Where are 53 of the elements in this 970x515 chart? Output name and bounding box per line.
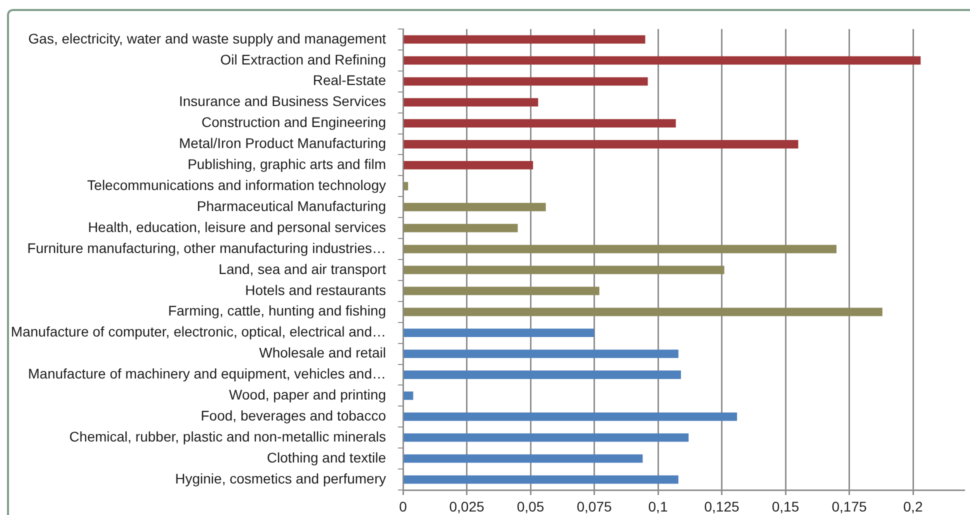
y-tick-label: Health, education, leisure and personal services [88,218,386,235]
x-tick-label: 0,15 [772,498,800,514]
bar [404,182,408,190]
y-tick-label: Manufacture of machinery and equipment, vehicles and… [28,366,386,382]
bar [404,392,414,400]
bar [404,35,646,44]
y-tick-label: Metal/Iron Product Manufacturing [179,135,386,152]
bar [404,98,538,107]
y-tick-label: Real-Estate [312,72,386,88]
bar [404,328,594,338]
x-tick-label: 0,05 [516,498,544,514]
y-tick-label: Publishing, graphic arts and film [188,156,386,172]
bar [404,56,921,65]
bar [404,161,534,170]
bar [404,475,678,484]
x-tick-label: 0,1 [648,498,668,514]
bar [404,266,724,274]
x-tick-label: 0,125 [704,498,740,514]
bar [404,140,798,148]
y-tick-label: Farming, cattle, hunting and fishing [168,302,386,319]
y-tick-label: Hotels and restaurants [245,282,386,298]
bar [404,454,643,463]
y-tick-label: Wood, paper and printing [229,386,386,403]
x-tick-label: 0 [399,498,408,514]
x-tick-label: 0,075 [576,498,612,514]
bar [404,77,648,86]
y-tick-label: Furniture manufacturing, other manufacturing industries… [27,240,386,256]
x-tick-label: 0,2 [903,498,923,514]
y-tick-label: Pharmaceutical Manufacturing [196,198,386,214]
y-tick-label: Chemical, rubber, plastic and non-metallic minerals [69,428,386,444]
y-tick-label: Construction and Engineering [202,114,386,130]
bar [404,370,681,379]
bar [404,308,882,316]
y-tick-label: Oil Extraction and Refining [220,51,386,68]
y-tick-label: Manufacture of computer, electronic, optical, electrical and… [10,324,386,340]
y-tick-label: Land, sea and air transport [218,260,386,277]
bar [404,119,676,128]
y-tick-label: Food, beverages and tobacco [200,408,386,424]
y-tick-label: Telecommunications and information technology [87,177,386,194]
bar [404,412,738,421]
y-tick-label: Hyginie, cosmetics and perfumery [175,470,386,486]
bar [404,286,600,296]
y-tick-label: Gas, electricity, water and waste supply and management [28,30,386,46]
bar [404,224,518,232]
y-tick-label: Wholesale and retail [259,344,386,361]
bar [404,244,836,254]
bar [404,350,678,358]
bar [404,202,546,212]
y-tick-label: Insurance and Business Services [179,93,386,110]
bar [404,433,689,442]
x-tick-label: 0,025 [449,498,484,514]
y-tick-label: Clothing and textile [266,449,386,466]
x-tick-label: 0,175 [832,498,867,514]
